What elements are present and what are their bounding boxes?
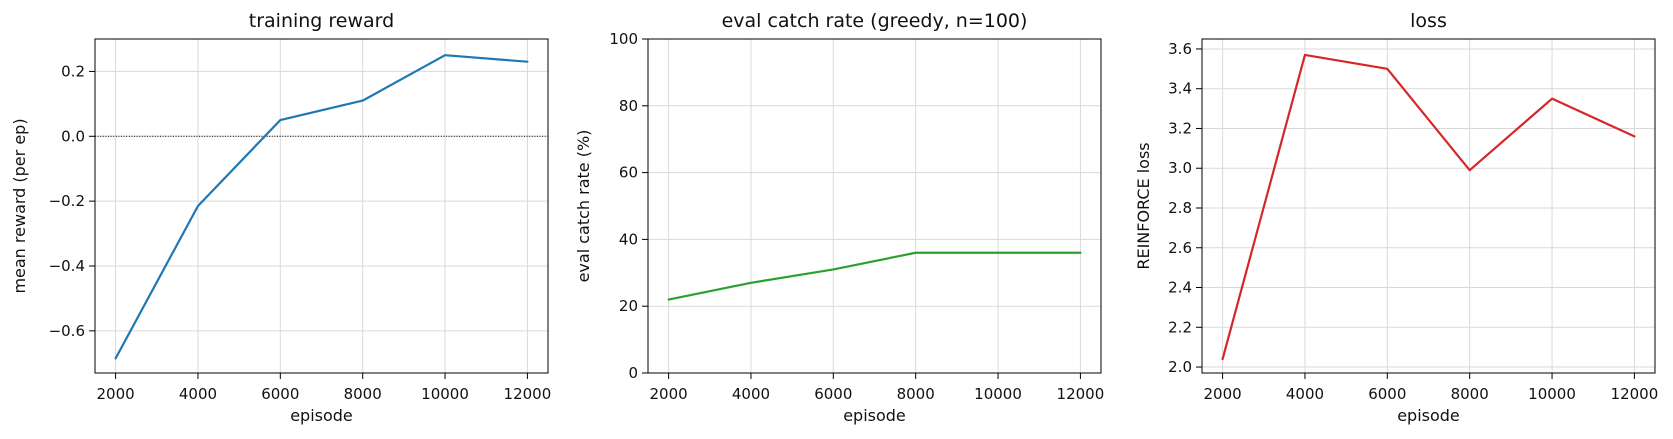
chart-2-y-tick-label-4: 2.8 <box>1168 199 1192 217</box>
chart-0-y-tick-label-4: 0.2 <box>61 62 85 80</box>
chart-2-x-tick-label-0: 2000 <box>1203 385 1241 403</box>
chart-0-x-tick-label-2: 6000 <box>261 385 299 403</box>
chart-1-series-0-line <box>667 251 1082 301</box>
chart-1-x-tick-label-1: 4000 <box>732 385 770 403</box>
chart-2-axes-frame <box>1201 38 1656 374</box>
chart-1-y-axis-label: eval catch rate (%) <box>574 130 593 283</box>
chart-0-series-0-line <box>114 54 529 360</box>
chart-2-x-tick-label-5: 12000 <box>1611 385 1659 403</box>
chart-2-x-tick-label-1: 4000 <box>1286 385 1324 403</box>
chart-2-y-axis-label: REINFORCE loss <box>1134 142 1153 269</box>
chart-1-x-tick-label-2: 6000 <box>814 385 852 403</box>
chart-2-y-tick-label-2: 2.4 <box>1168 279 1192 297</box>
chart-2-x-axis-label: episode <box>1397 406 1460 425</box>
chart-0-x-tick-label-5: 12000 <box>504 385 552 403</box>
chart-2-y-tick-label-3: 2.6 <box>1168 239 1192 257</box>
chart-0-x-tick-label-0: 2000 <box>96 385 134 403</box>
chart-2-title: loss <box>1410 10 1447 32</box>
chart-1-title: eval catch rate (greedy, n=100) <box>722 10 1028 32</box>
chart-2-y-tick-label-6: 3.2 <box>1168 119 1192 137</box>
chart-0-x-axis-label: episode <box>290 406 353 425</box>
chart-panel-0: 2000 4000 6000 8000 10000 12000 −0.6 −0.4 −0.2 0.… <box>10 10 551 425</box>
chart-1-y-tick-label-3: 60 <box>619 164 638 182</box>
chart-2-y-tick-label-1: 2.2 <box>1168 318 1192 336</box>
chart-1-y-tick-label-4: 80 <box>619 97 638 115</box>
chart-0-x-tick-label-1: 4000 <box>179 385 217 403</box>
chart-1-y-tick-label-1: 20 <box>619 297 638 315</box>
chart-2-x-tick-label-3: 8000 <box>1451 385 1489 403</box>
chart-0-x-tick-label-4: 10000 <box>421 385 469 403</box>
chart-0-y-tick-label-3: 0.0 <box>61 127 85 145</box>
chart-0-y-tick-label-1: −0.4 <box>49 257 85 275</box>
chart-panel-2: 2000 4000 6000 8000 10000 12000 2.0 2.2 2.4 2.6 2.… <box>1134 10 1658 425</box>
chart-1-y-tick-label-0: 0 <box>628 364 638 382</box>
chart-2-y-tick-label-0: 2.0 <box>1168 358 1192 376</box>
chart-0-axes-frame <box>94 38 549 374</box>
chart-1-x-tick-label-4: 10000 <box>974 385 1022 403</box>
chart-0-y-tick-label-2: −0.2 <box>49 192 85 210</box>
chart-2-y-tick-label-5: 3.0 <box>1168 159 1192 177</box>
chart-0-y-axis-label: mean reward (per ep) <box>10 118 29 293</box>
chart-2-x-tick-label-2: 6000 <box>1368 385 1406 403</box>
chart-1-y-tick-label-2: 40 <box>619 230 638 248</box>
chart-1-axes-frame <box>647 38 1102 374</box>
chart-2-x-tick-label-4: 10000 <box>1528 385 1576 403</box>
chart-0-x-tick-label-3: 8000 <box>344 385 382 403</box>
chart-1-x-tick-label-5: 12000 <box>1057 385 1105 403</box>
chart-2-y-tick-label-8: 3.6 <box>1168 40 1192 58</box>
chart-1-y-tick-label-5: 100 <box>609 30 638 48</box>
chart-1-x-tick-label-0: 2000 <box>649 385 687 403</box>
chart-panel-1: 2000 4000 6000 8000 10000 12000 0 20 40 60 80 100 ev… <box>574 10 1104 425</box>
chart-1-x-tick-label-3: 8000 <box>897 385 935 403</box>
chart-2-y-tick-label-7: 3.4 <box>1168 80 1192 98</box>
chart-1-x-axis-label: episode <box>843 406 906 425</box>
chart-0-title: training reward <box>249 10 394 32</box>
chart-0-y-tick-label-0: −0.6 <box>49 322 85 340</box>
chart-2-series-0-line <box>1221 53 1636 361</box>
